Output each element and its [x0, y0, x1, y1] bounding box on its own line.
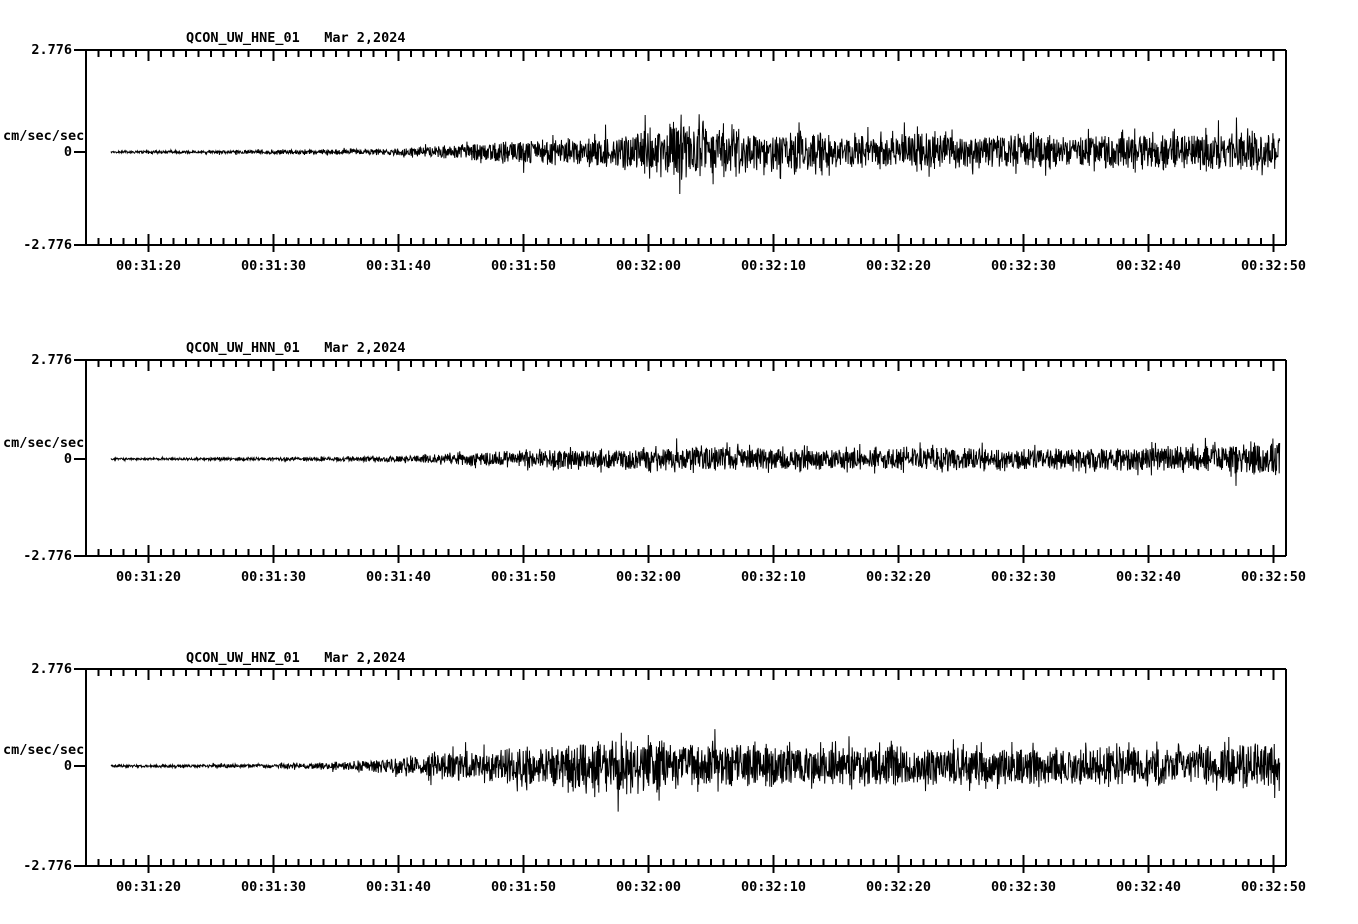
- x-axis-tick-label: 00:32:50: [1240, 569, 1307, 585]
- x-axis-tick-label: 00:31:40: [365, 879, 432, 895]
- trace-date-label: Mar 2,2024: [324, 340, 406, 356]
- y-axis-max-label: 2.776: [31, 352, 72, 368]
- x-axis-tick-label: 00:32:40: [1115, 569, 1182, 585]
- title-spacer: [300, 340, 324, 356]
- y-axis-max-label: 2.776: [31, 42, 72, 58]
- x-axis-tick-label: 00:32:40: [1115, 879, 1182, 895]
- x-axis-tick-label: 00:32:10: [740, 258, 807, 274]
- y-axis-min-label: -2.776: [23, 858, 72, 874]
- plot-area: [74, 668, 1287, 873]
- y-axis-min-label: -2.776: [23, 237, 72, 253]
- x-axis-tick-label: 00:32:20: [865, 879, 932, 895]
- x-axis-tick-label: 00:32:30: [990, 569, 1057, 585]
- x-axis-tick-label: 00:31:20: [115, 879, 182, 895]
- x-axis-tick-label: 00:31:40: [365, 569, 432, 585]
- x-axis-tick-label: 00:31:50: [490, 879, 557, 895]
- waveform-trace: [110, 437, 1281, 486]
- x-axis-tick-label: 00:31:30: [240, 879, 307, 895]
- seismogram-panel-qcon_uw_hnz_01: 2.776 cm/sec/sec 0 -2.776 QCON_UW_HNZ_01 Mar…: [0, 644, 1358, 899]
- x-axis-tick-label: 00:31:30: [240, 258, 307, 274]
- title-spacer: [300, 30, 324, 46]
- trace-title: QCON_UW_HNZ_01 Mar 2,2024: [186, 650, 405, 666]
- y-axis-unit-label: cm/sec/sec: [3, 435, 85, 451]
- seismogram-panel-qcon_uw_hnn_01: 2.776 cm/sec/sec 0 -2.776 QCON_UW_HNN_01 Mar…: [0, 334, 1358, 589]
- x-axis-tick-label: 00:32:00: [615, 879, 682, 895]
- trace-date-label: Mar 2,2024: [324, 650, 406, 666]
- x-axis-tick-label: 00:32:40: [1115, 258, 1182, 274]
- x-axis-tick-label: 00:31:20: [115, 569, 182, 585]
- x-axis-tick-label: 00:32:50: [1240, 879, 1307, 895]
- waveform-trace: [110, 114, 1281, 195]
- station-channel-label: QCON_UW_HNZ_01: [186, 650, 300, 666]
- seismogram-panel-qcon_uw_hne_01: 2.776 cm/sec/sec 0 -2.776 QCON_UW_HNE_01 Mar…: [0, 24, 1358, 278]
- station-channel-label: QCON_UW_HNE_01: [186, 30, 300, 46]
- title-spacer: [300, 650, 324, 666]
- trace-title: QCON_UW_HNN_01 Mar 2,2024: [186, 340, 405, 356]
- plot-area: [74, 49, 1287, 252]
- x-axis-tick-label: 00:32:10: [740, 569, 807, 585]
- y-axis-zero-label: 0: [63, 451, 72, 467]
- trace-title: QCON_UW_HNE_01 Mar 2,2024: [186, 30, 405, 46]
- x-axis-tick-label: 00:31:30: [240, 569, 307, 585]
- y-axis-max-label: 2.776: [31, 661, 72, 677]
- y-axis-zero-label: 0: [63, 758, 72, 774]
- x-axis-tick-label: 00:31:40: [365, 258, 432, 274]
- x-axis-tick-label: 00:32:50: [1240, 258, 1307, 274]
- y-axis-min-label: -2.776: [23, 548, 72, 564]
- x-axis-tick-label: 00:31:50: [490, 569, 557, 585]
- x-axis-tick-label: 00:32:00: [615, 258, 682, 274]
- plot-area: [74, 359, 1287, 563]
- x-axis-tick-label: 00:31:50: [490, 258, 557, 274]
- x-axis-tick-label: 00:31:20: [115, 258, 182, 274]
- x-axis-tick-label: 00:32:30: [990, 258, 1057, 274]
- x-axis-tick-label: 00:32:00: [615, 569, 682, 585]
- x-axis-tick-label: 00:32:10: [740, 879, 807, 895]
- y-axis-zero-label: 0: [63, 144, 72, 160]
- waveform-trace: [110, 729, 1281, 812]
- x-axis-tick-label: 00:32:30: [990, 879, 1057, 895]
- trace-date-label: Mar 2,2024: [324, 30, 406, 46]
- station-channel-label: QCON_UW_HNN_01: [186, 340, 300, 356]
- y-axis-unit-label: cm/sec/sec: [3, 742, 85, 758]
- x-axis-tick-label: 00:32:20: [865, 258, 932, 274]
- x-axis-tick-label: 00:32:20: [865, 569, 932, 585]
- y-axis-unit-label: cm/sec/sec: [3, 128, 85, 144]
